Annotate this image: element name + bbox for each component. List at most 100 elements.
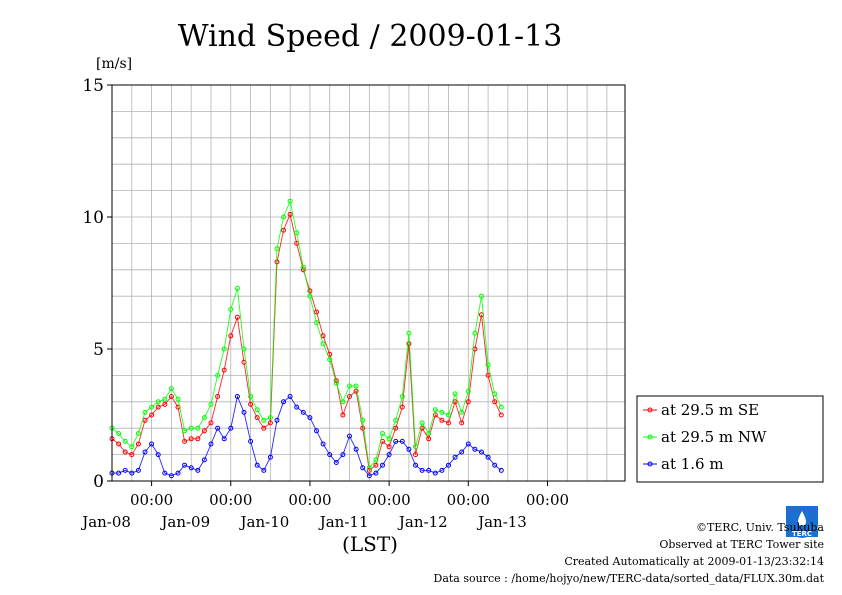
data-point: [208, 420, 214, 426]
data-point: [215, 372, 221, 378]
x-date-label: Jan-12: [397, 513, 448, 531]
data-point: [274, 246, 280, 252]
data-point: [254, 462, 260, 468]
data-point: [479, 293, 484, 299]
data-point: [393, 417, 399, 423]
data-point: [373, 457, 379, 463]
data-point: [406, 341, 412, 347]
data-point: [340, 399, 346, 405]
data-point: [498, 404, 504, 410]
data-point: [452, 391, 458, 397]
x-tick-label: 00:00: [368, 491, 411, 509]
x-tick-label: 00:00: [447, 491, 490, 509]
data-point: [393, 438, 399, 444]
data-point: [129, 452, 135, 458]
data-point: [281, 227, 286, 233]
data-point: [234, 314, 240, 320]
legend-marker: [647, 461, 653, 467]
plot-frame: [111, 84, 626, 482]
data-point: [195, 467, 201, 473]
data-point: [485, 362, 491, 368]
data-point: [135, 441, 141, 447]
data-point: [188, 425, 194, 431]
data-point: [459, 409, 465, 415]
data-point: [472, 330, 478, 336]
x-date-label: Jan-11: [318, 513, 369, 531]
legend-label: at 29.5 m SE: [661, 401, 759, 419]
data-point: [122, 438, 128, 444]
data-point: [320, 441, 326, 447]
data-point: [406, 446, 412, 452]
data-point: [459, 420, 465, 426]
data-point: [446, 420, 451, 426]
data-point: [116, 441, 122, 447]
data-point: [386, 452, 392, 458]
y-tick-label: 0: [93, 472, 104, 492]
x-date-label: Jan-10: [239, 513, 290, 531]
chart-title: Wind Speed / 2009-01-13: [178, 19, 563, 54]
series-line: [111, 212, 502, 472]
data-point: [485, 454, 491, 460]
data-point: [221, 367, 227, 373]
data-point: [234, 285, 240, 291]
data-point: [426, 467, 432, 473]
data-point: [432, 412, 438, 418]
data-point: [386, 436, 392, 442]
data-point: [340, 452, 346, 458]
data-point: [175, 470, 181, 476]
data-point: [320, 341, 326, 347]
data-point: [135, 467, 141, 473]
data-point: [432, 470, 438, 476]
terc-logo-icon: TERC: [786, 506, 818, 538]
data-point: [426, 431, 432, 436]
x-date-label: Jan-08: [80, 513, 131, 531]
data-source-text: Data source : /home/hojyo/new/TERC-data/…: [433, 572, 825, 585]
data-point: [314, 428, 319, 434]
data-point: [399, 394, 405, 399]
data-point: [248, 438, 254, 444]
data-point: [195, 425, 201, 431]
data-point: [287, 211, 293, 217]
data-point: [195, 436, 201, 442]
data-point: [122, 467, 128, 473]
data-point: [492, 391, 498, 397]
data-point: [228, 333, 234, 339]
data-point: [307, 415, 313, 421]
data-point: [386, 444, 392, 450]
data-point: [281, 214, 286, 220]
data-point: [162, 401, 168, 407]
data-point: [413, 444, 418, 450]
data-point: [472, 446, 478, 452]
data-point: [373, 462, 379, 468]
created-text: Created Automatically at 2009-01-13/23:3…: [564, 555, 824, 568]
data-point: [347, 433, 352, 439]
data-point: [274, 417, 280, 423]
data-point: [287, 394, 293, 399]
data-point: [366, 473, 372, 479]
data-point: [208, 441, 214, 447]
data-point: [142, 449, 148, 455]
data-point: [175, 396, 181, 402]
y-tick-label: 10: [82, 208, 104, 228]
x-tick-label: 00:00: [130, 491, 173, 509]
data-point: [248, 401, 254, 407]
data-point: [380, 431, 385, 436]
data-point: [116, 431, 122, 436]
data-point: [353, 383, 359, 389]
data-point: [419, 425, 425, 431]
data-point: [300, 264, 306, 270]
legend-label: at 29.5 m NW: [661, 428, 767, 446]
series-line: [112, 394, 502, 477]
data-point: [347, 394, 352, 399]
data-point: [129, 470, 135, 476]
data-point: [366, 465, 372, 471]
data-point: [419, 420, 425, 426]
data-point: [162, 470, 168, 476]
data-point: [188, 436, 194, 442]
data-point: [182, 438, 188, 444]
data-point: [353, 446, 359, 452]
series-0: [109, 211, 504, 473]
x-tick-label: 00:00: [209, 491, 252, 509]
data-point: [221, 346, 227, 352]
